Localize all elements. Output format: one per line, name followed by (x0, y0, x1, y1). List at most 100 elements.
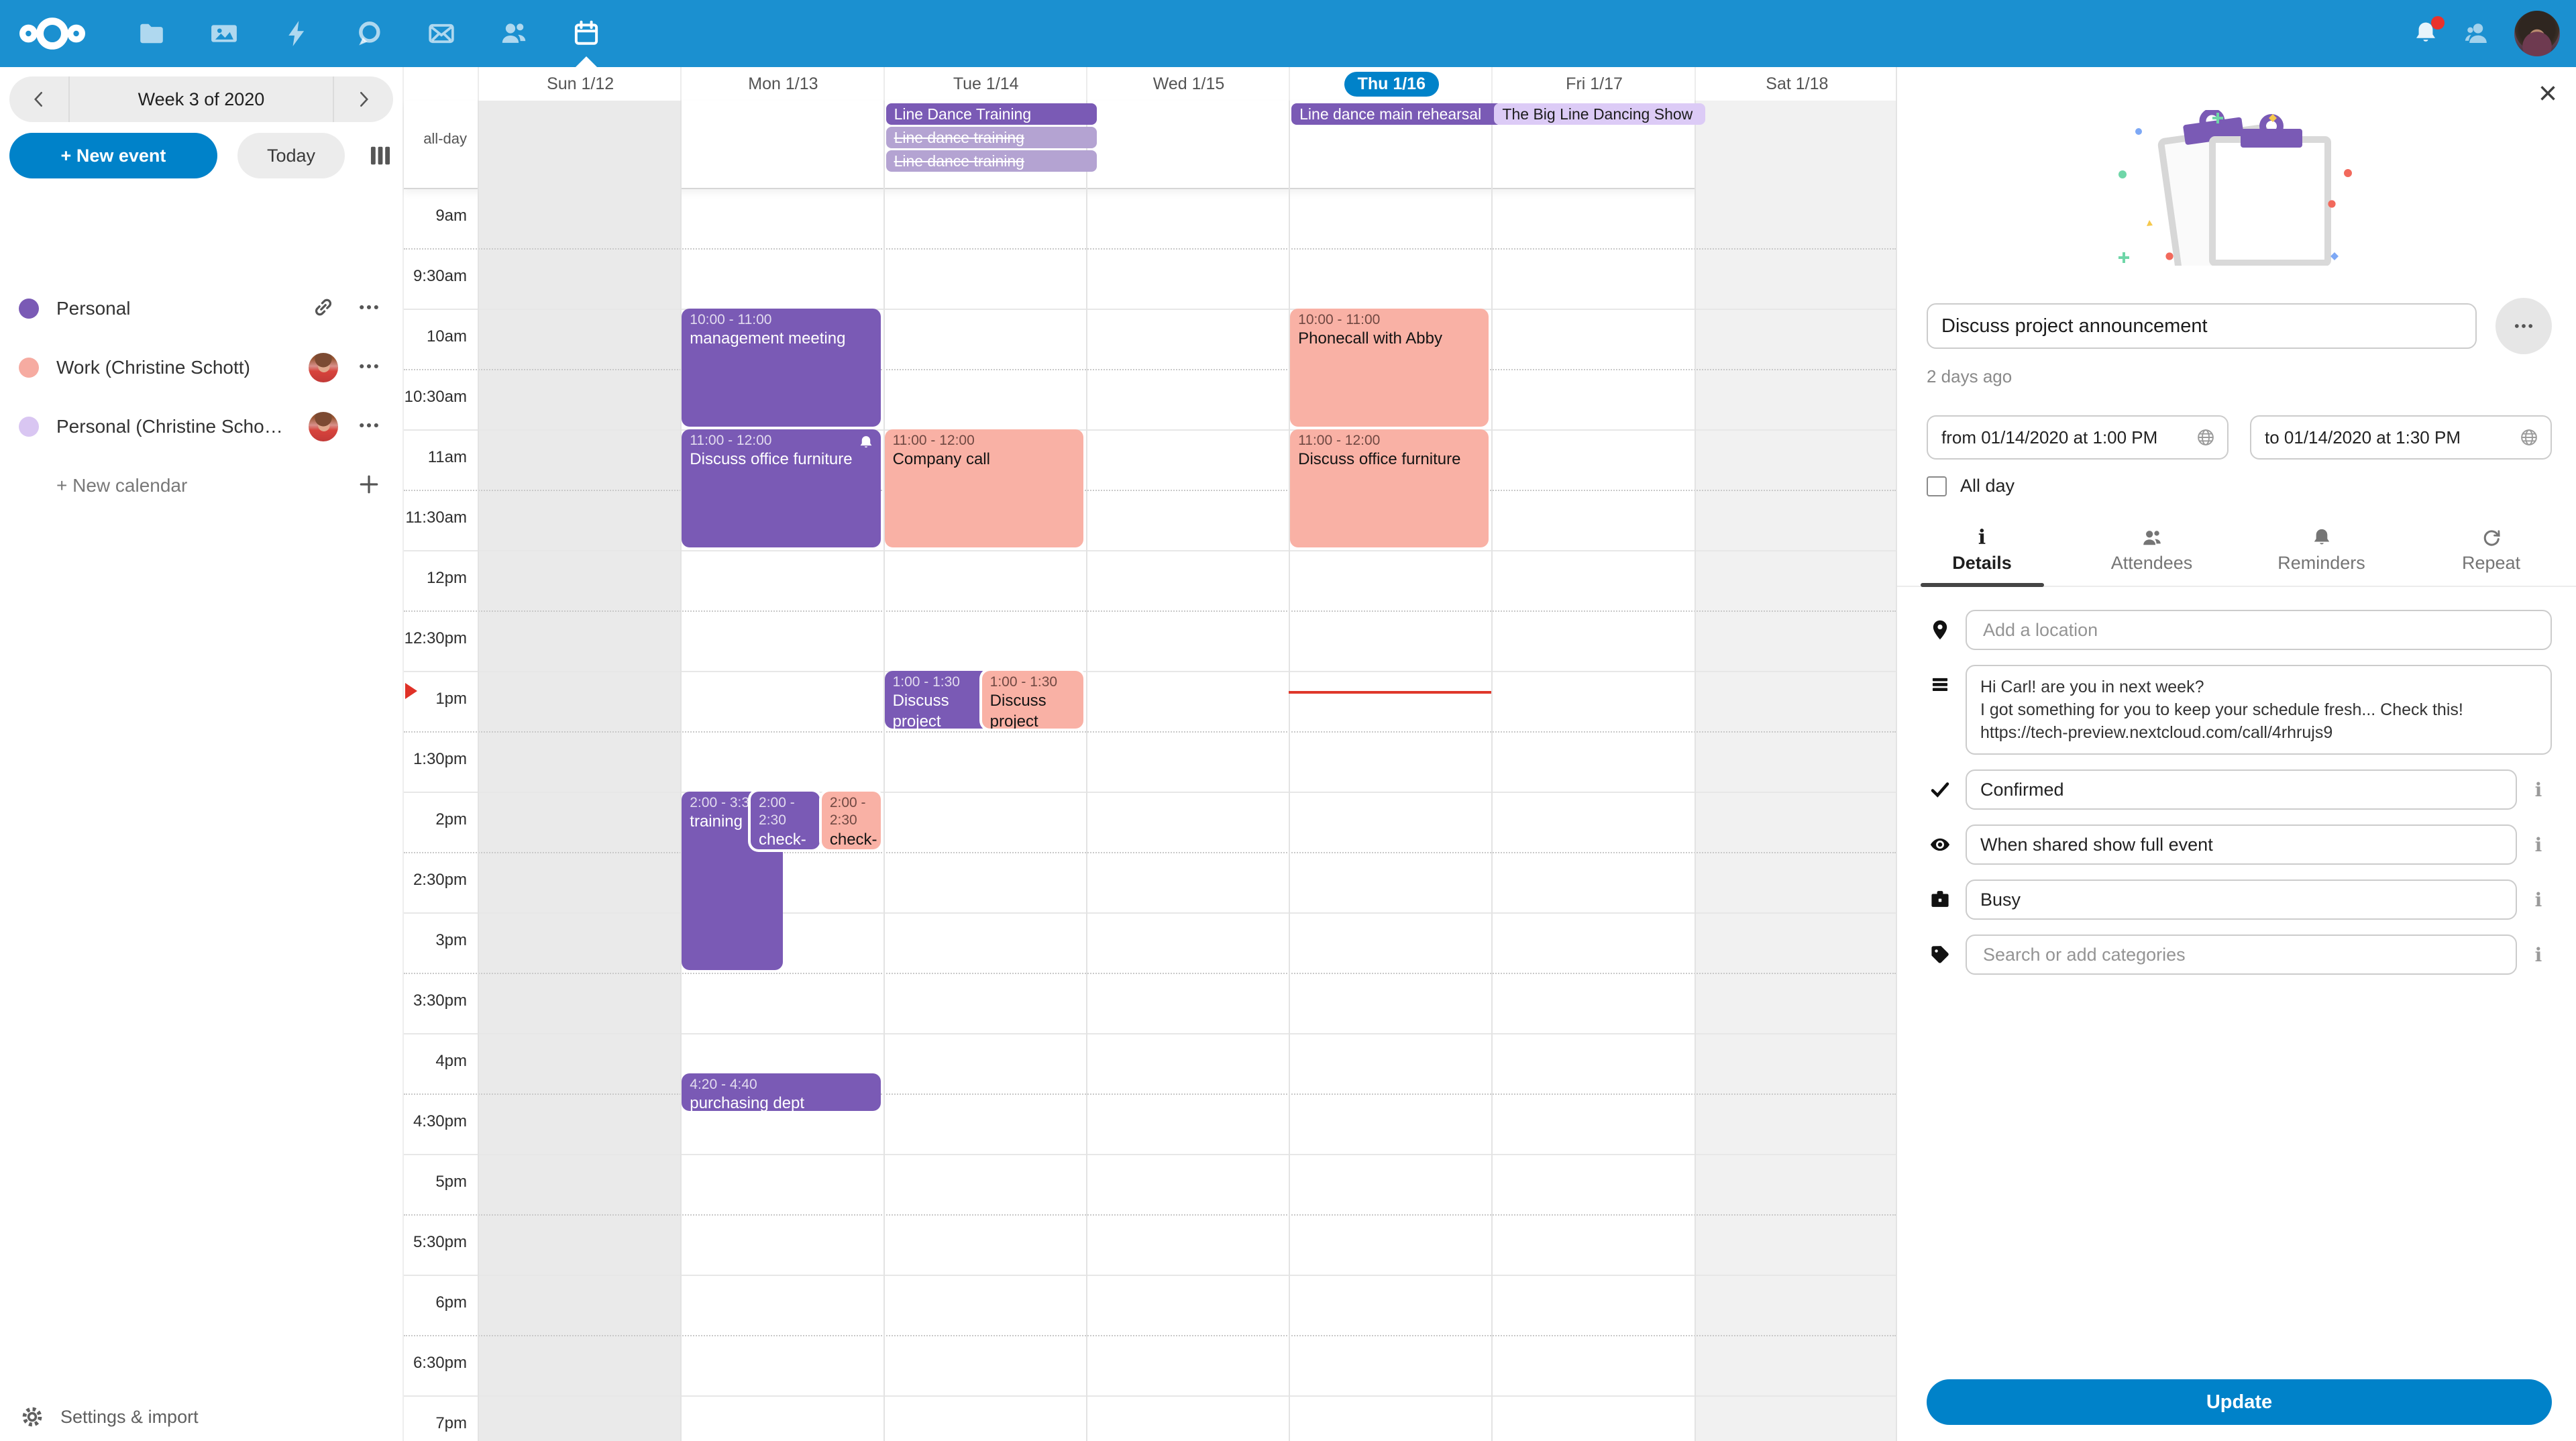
time-axis-label: 6pm (435, 1293, 467, 1312)
event-card[interactable]: 11:00 - 12:00 Discuss office furniture (682, 429, 881, 547)
all-day-event[interactable]: Line dance training (885, 127, 1097, 148)
location-field[interactable] (1966, 610, 2552, 650)
end-datetime-field[interactable]: to 01/14/2020 at 1:30 PM (2250, 415, 2552, 460)
all-day-event[interactable]: Line dance training (885, 150, 1097, 172)
column-border (1694, 188, 1696, 1441)
all-day-event[interactable]: Line Dance Training (885, 103, 1097, 125)
next-week-button[interactable] (334, 76, 393, 122)
status-field[interactable]: Confirmed (1966, 769, 2517, 810)
tab-repeat[interactable]: Repeat (2406, 523, 2576, 586)
day-header-sat[interactable]: Sat 1/18 (1694, 67, 1898, 101)
more-actions-button[interactable] (2496, 298, 2552, 354)
day-column[interactable] (1491, 188, 1694, 1441)
day-column[interactable] (1086, 188, 1289, 1441)
calendar-list-item[interactable]: Personal (0, 279, 402, 338)
plus-icon (357, 472, 384, 499)
settings-import-link[interactable]: Settings & import (20, 1405, 199, 1429)
pin-icon (1927, 619, 1953, 641)
show-as-field[interactable]: Busy (1966, 879, 2517, 920)
weekend-shade (478, 101, 681, 188)
week-navigation: Week 3 of 2020 (9, 76, 393, 122)
show-as-row: Busy i (1927, 879, 2552, 920)
tab-reminders[interactable]: Reminders (2237, 523, 2406, 586)
share-link-icon[interactable] (311, 295, 338, 322)
contacts-app-icon[interactable] (478, 0, 550, 67)
event-time: 11:00 - 12:00 (690, 433, 772, 448)
grid-line (404, 610, 1896, 612)
nextcloud-logo[interactable] (19, 13, 86, 54)
today-button[interactable]: Today (237, 133, 345, 178)
files-app-icon[interactable] (115, 0, 188, 67)
activity-app-icon[interactable] (260, 0, 333, 67)
more-options-icon[interactable] (357, 354, 384, 381)
week-label[interactable]: Week 3 of 2020 (68, 76, 334, 122)
start-datetime-field[interactable]: from 01/14/2020 at 1:00 PM (1927, 415, 2229, 460)
event-card[interactable]: 11:00 - 12:00 Company call (884, 429, 1083, 547)
info-icon[interactable]: i (2534, 778, 2542, 801)
update-button[interactable]: Update (1927, 1379, 2552, 1425)
all-day-event[interactable]: Line dance main rehearsal (1291, 103, 1503, 125)
shared-by-avatar (309, 412, 338, 441)
categories-field[interactable] (1966, 935, 2517, 975)
all-day-checkbox[interactable] (1927, 476, 1947, 496)
location-input[interactable] (1980, 618, 2537, 642)
event-card[interactable]: 1:00 - 1:30 Discuss project (981, 671, 1083, 729)
all-day-event[interactable]: The Big Line Dancing Show (1494, 103, 1705, 125)
view-switcher-icon[interactable] (368, 143, 393, 168)
day-column[interactable]: 10:00 - 11:00 management meeting 11:00 - 1… (680, 188, 883, 1441)
event-title-input[interactable] (1927, 303, 2477, 349)
calendar-list-item[interactable]: Personal (Christine Scho… (0, 397, 402, 456)
event-card[interactable]: 4:20 - 4:40 purchasing dept (682, 1073, 881, 1111)
timezone-globe-icon[interactable] (2518, 427, 2540, 448)
description-field[interactable]: Hi Carl! are you in next week? I got som… (1966, 665, 2552, 755)
time-axis-label: 1pm (435, 690, 467, 708)
weekend-shade (1694, 188, 1896, 1441)
day-column[interactable] (478, 188, 680, 1441)
mail-app-icon[interactable] (405, 0, 478, 67)
tab-attendees[interactable]: Attendees (2067, 523, 2237, 586)
day-header-wed[interactable]: Wed 1/15 (1085, 67, 1290, 101)
info-icon[interactable]: i (2534, 888, 2542, 911)
info-icon[interactable]: i (2534, 943, 2542, 966)
tab-details[interactable]: i Details (1897, 523, 2067, 586)
new-event-button[interactable]: + New event (9, 133, 217, 178)
day-header-sun[interactable]: Sun 1/12 (478, 67, 682, 101)
day-column[interactable]: 11:00 - 12:00 Company call 1:00 - 1:30 Disc… (883, 188, 1086, 1441)
more-options-icon[interactable] (357, 295, 384, 322)
day-column[interactable]: 10:00 - 11:00 Phonecall with Abby 11:00 - … (1289, 188, 1492, 1441)
event-card[interactable]: 10:00 - 11:00 management meeting (682, 309, 881, 427)
info-icon[interactable]: i (2534, 833, 2542, 856)
categories-input[interactable] (1980, 943, 2502, 967)
new-calendar-button[interactable]: + New calendar (0, 456, 402, 515)
talk-app-icon[interactable] (333, 0, 405, 67)
status-row: Confirmed i (1927, 769, 2552, 810)
timezone-globe-icon[interactable] (2195, 427, 2216, 448)
user-avatar[interactable] (2514, 11, 2560, 56)
photos-app-icon[interactable] (188, 0, 260, 67)
day-header-mon[interactable]: Mon 1/13 (680, 67, 884, 101)
event-card[interactable]: 11:00 - 12:00 Discuss office furniture (1290, 429, 1489, 547)
all-day-toggle-row: All day (1927, 476, 2552, 496)
event-card[interactable]: 10:00 - 11:00 Phonecall with Abby (1290, 309, 1489, 427)
notifications-bell-icon[interactable] (2412, 16, 2445, 47)
contacts-menu-icon[interactable] (2463, 20, 2490, 47)
time-axis-label: 3:30pm (413, 992, 467, 1010)
day-header-tue[interactable]: Tue 1/14 (883, 67, 1087, 101)
calendar-list-item[interactable]: Work (Christine Schott) (0, 338, 402, 397)
time-axis-label: 3pm (435, 931, 467, 949)
grid-line (404, 248, 1896, 250)
previous-week-button[interactable] (9, 76, 68, 122)
day-column[interactable] (1695, 188, 1896, 1441)
event-title: check-in (759, 830, 806, 849)
calendar-app-icon[interactable] (550, 0, 623, 67)
close-icon[interactable]: × (2538, 76, 2557, 111)
day-header-thu[interactable]: Thu 1/16 (1289, 67, 1493, 101)
calendar-name: Personal (Christine Scho… (56, 416, 283, 437)
eye-icon (1927, 833, 1953, 856)
more-options-icon[interactable] (357, 413, 384, 440)
day-header-fri[interactable]: Fri 1/17 (1491, 67, 1695, 101)
visibility-field[interactable]: When shared show full event (1966, 824, 2517, 865)
